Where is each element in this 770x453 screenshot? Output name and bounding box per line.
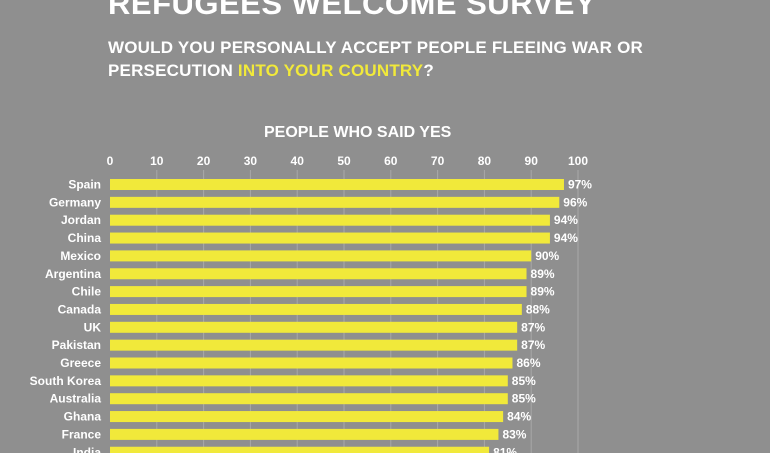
x-tick-label: 30 [244,154,258,168]
bar [110,411,504,423]
bar [110,286,527,298]
x-tick-label: 100 [568,154,588,168]
category-label: South Korea [30,374,102,388]
category-label: China [68,231,102,245]
value-label: 83% [502,427,526,441]
category-label: Germany [49,195,101,209]
question-line-2: PERSECUTION [108,61,238,80]
category-label: Ghana [64,410,102,424]
bar [110,393,508,405]
x-tick-label: 90 [525,154,539,168]
value-label: 94% [554,213,578,227]
x-tick-label: 70 [431,154,445,168]
value-label: 86% [516,356,540,370]
bar [110,357,513,369]
value-label: 84% [507,410,531,424]
x-tick-label: 40 [291,154,305,168]
category-label: Canada [58,302,102,316]
bar [110,428,499,440]
category-label: UK [84,320,102,334]
value-label: 87% [521,320,545,334]
x-tick-label: 60 [384,154,398,168]
category-label: Pakistan [52,338,101,352]
bar [110,232,550,244]
chart-title: PEOPLE WHO SAID YES [264,124,452,141]
x-tick-label: 80 [478,154,492,168]
category-label: Spain [68,178,101,192]
bar [110,375,508,387]
value-label: 85% [512,374,536,388]
bar [110,196,560,208]
question-line-1: WOULD YOU PERSONALLY ACCEPT PEOPLE FLEEI… [108,38,643,57]
value-label: 87% [521,338,545,352]
value-label: 88% [526,302,550,316]
category-label: Argentina [45,267,101,281]
category-label: Mexico [60,249,101,263]
value-label: 94% [554,231,578,245]
x-tick-label: 50 [337,154,351,168]
survey-title: REFUGEES WELCOME SURVEY [108,0,597,21]
value-label: 96% [563,195,587,209]
value-label: 97% [568,178,592,192]
category-label: Australia [50,392,102,406]
x-tick-label: 10 [150,154,164,168]
x-tick-label: 20 [197,154,211,168]
category-label: Jordan [61,213,101,227]
category-label: Greece [60,356,101,370]
value-label: 89% [531,267,555,281]
value-label: 89% [531,285,555,299]
bar [110,250,532,262]
value-label: 81% [493,445,517,453]
value-label: 85% [512,392,536,406]
x-tick-label: 0 [107,154,114,168]
category-label: India [73,445,101,453]
question-end: ? [423,61,434,80]
bar [110,179,564,190]
value-label: 90% [535,249,559,263]
bar [110,303,522,315]
category-label: France [62,427,102,441]
bar [110,339,518,351]
bar [110,268,527,280]
bar [110,321,518,333]
bar [110,446,490,453]
survey-question: WOULD YOU PERSONALLY ACCEPT PEOPLE FLEEI… [108,36,643,82]
category-label: Chile [72,285,102,299]
question-highlight: INTO YOUR COUNTRY [237,61,424,80]
bar [110,214,550,226]
